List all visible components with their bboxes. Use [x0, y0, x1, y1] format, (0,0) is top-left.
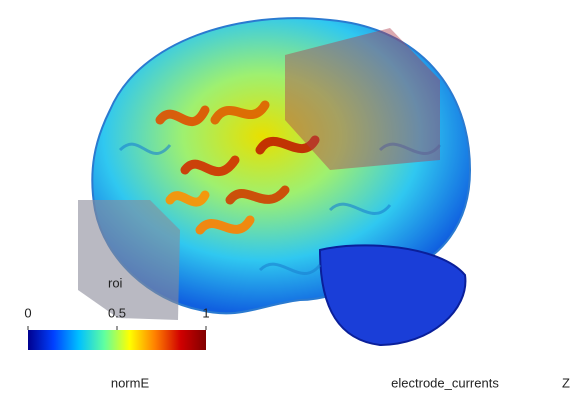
- brain-render: roi: [78, 18, 470, 345]
- viewer: roi normE electrode_currents Z 0 0.5 1: [0, 0, 575, 402]
- footer-label: Z: [562, 375, 570, 390]
- colorbar-tick-label: 0.5: [108, 305, 126, 320]
- colorbar-tick-label: 0: [24, 305, 31, 320]
- footer-label: electrode_currents: [391, 375, 499, 390]
- colorbar: [28, 330, 206, 350]
- roi-label: roi: [108, 275, 123, 290]
- colorbar-label: normE: [111, 375, 150, 390]
- colorbar-tick-label: 1: [202, 305, 209, 320]
